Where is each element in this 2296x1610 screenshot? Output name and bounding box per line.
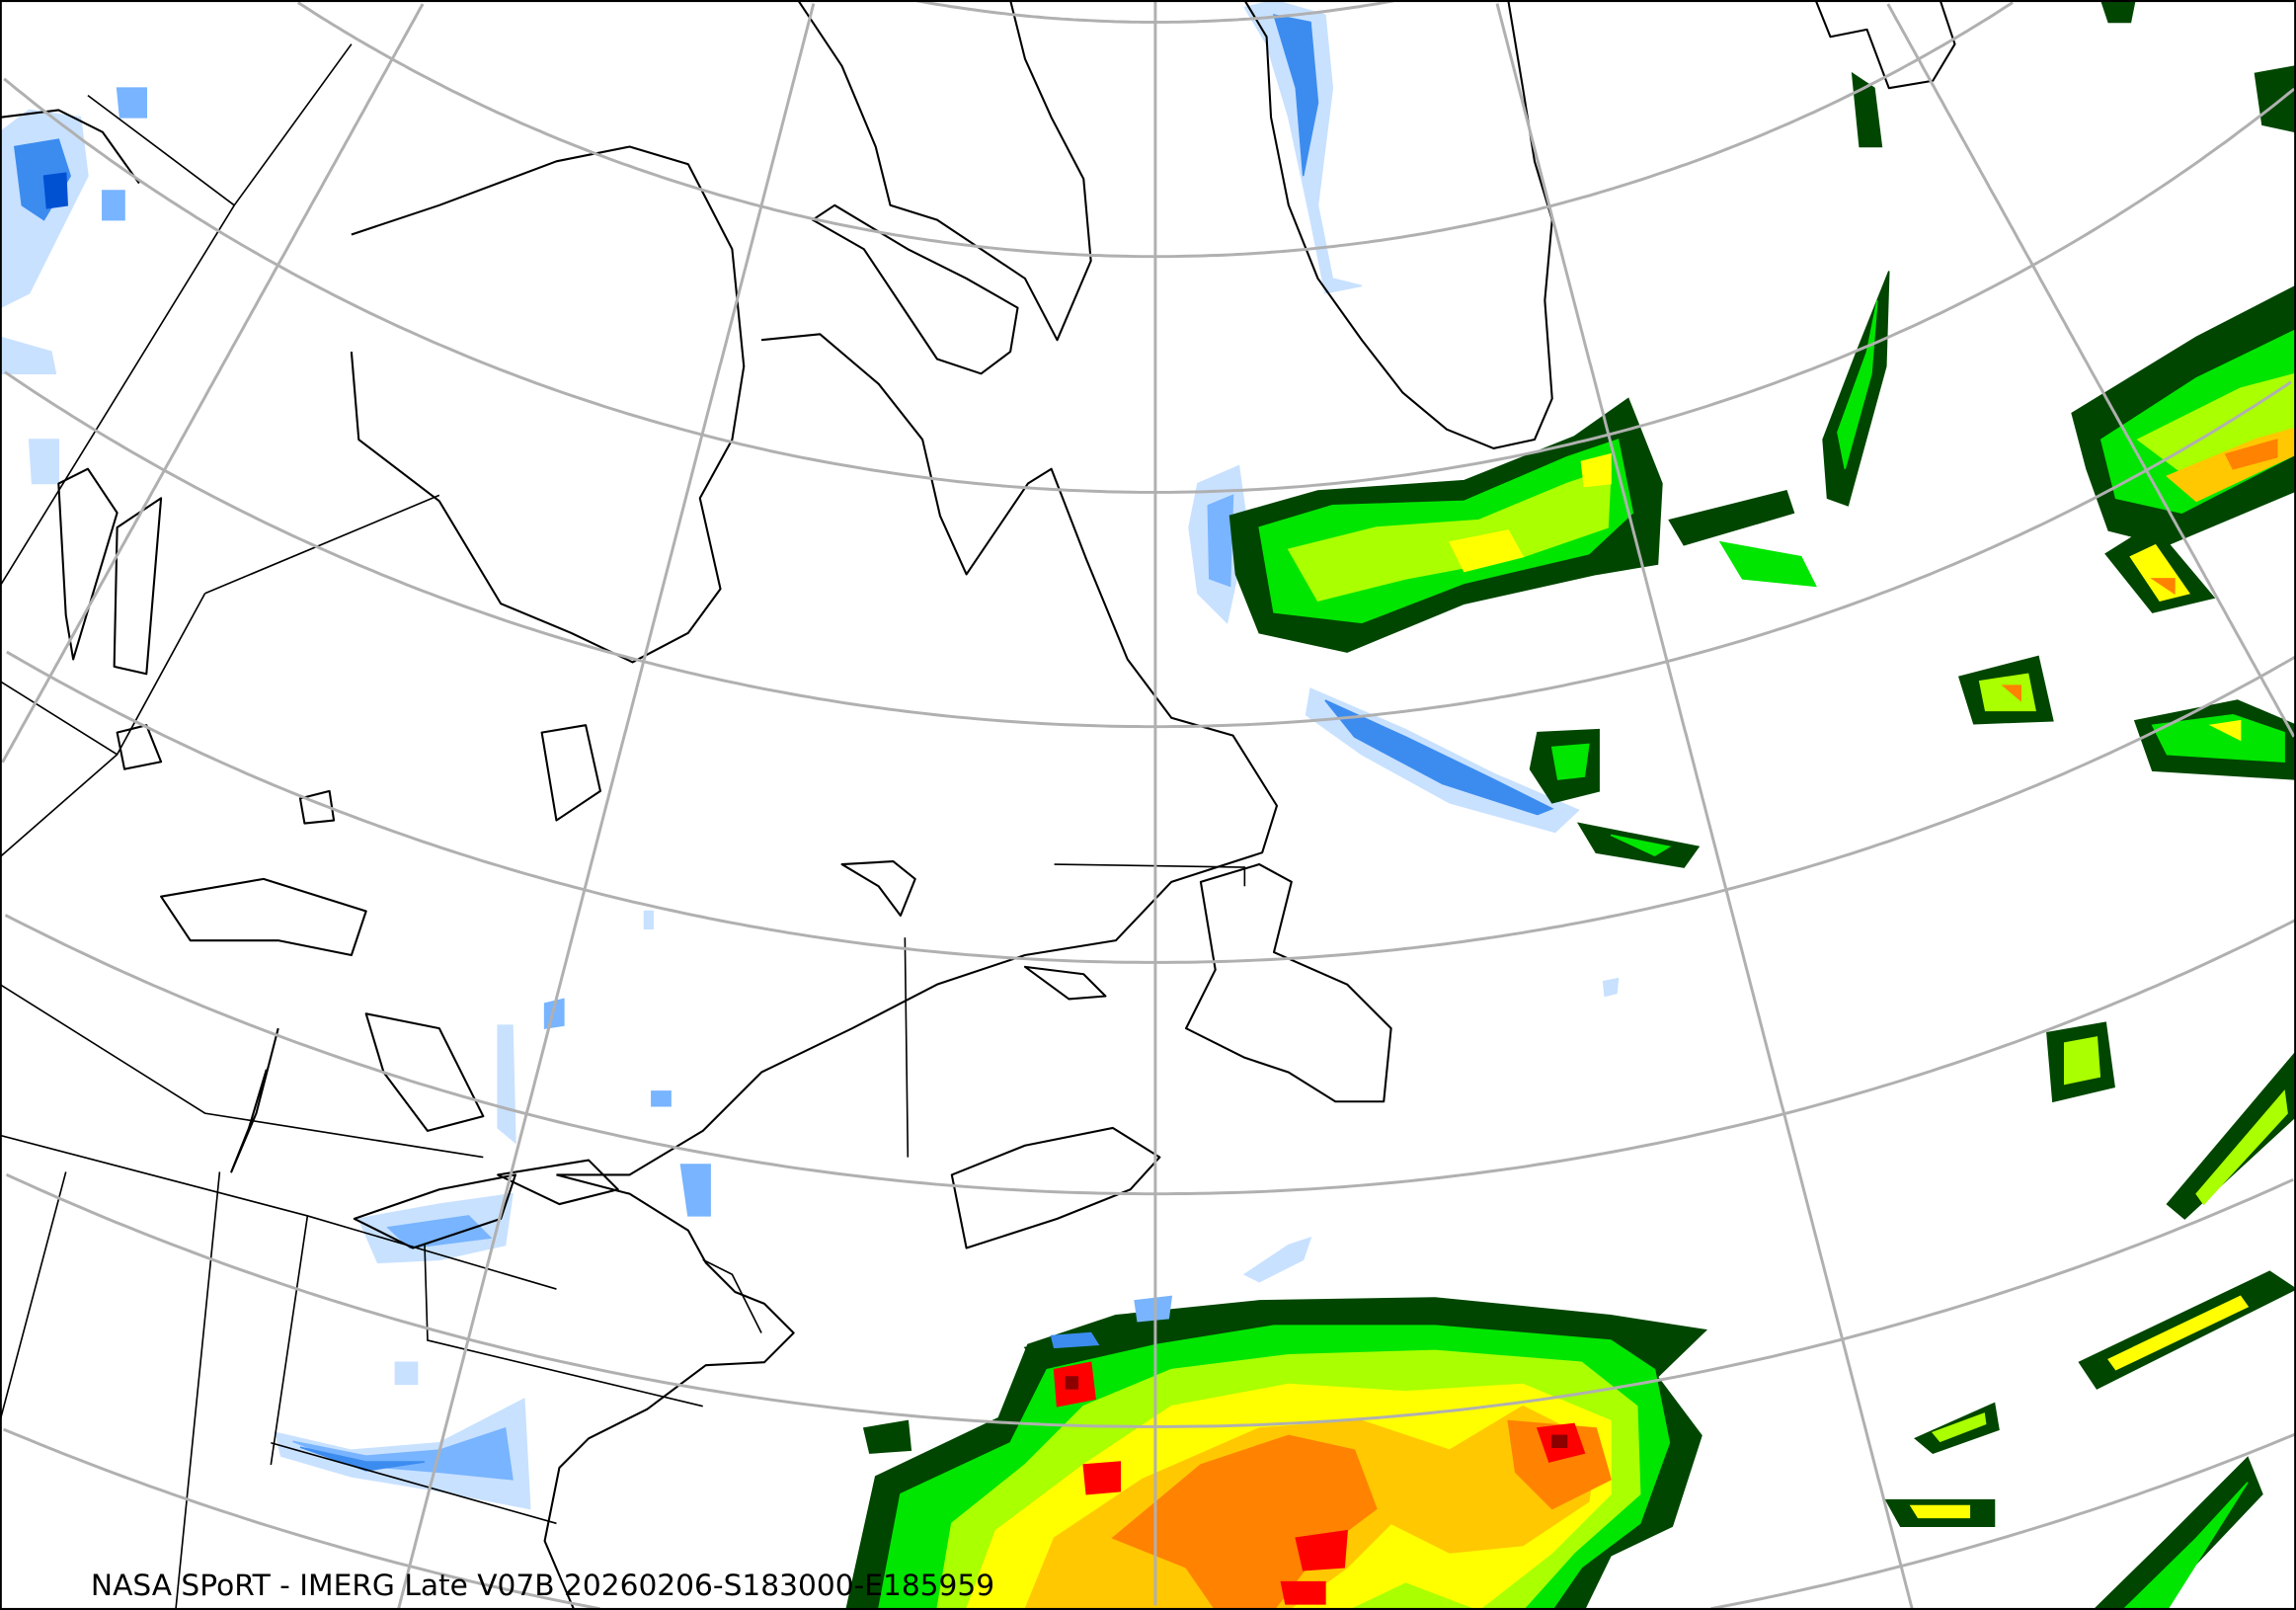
graticule-meridian — [397, 3, 816, 1610]
graticule-meridian — [1495, 3, 1914, 1610]
coastline — [1185, 863, 1392, 1103]
graticule-parallel — [1710, 1432, 2296, 1610]
graticule-parallel — [4, 914, 2296, 1196]
precip-cell — [1932, 1412, 1987, 1443]
coastline — [116, 724, 163, 770]
precip-cell — [42, 172, 68, 209]
coastline — [811, 203, 1019, 375]
precip-cell — [1551, 1434, 1568, 1448]
precip-cell — [394, 1361, 419, 1386]
precip-cell — [1718, 540, 1817, 588]
political-border — [204, 494, 440, 595]
precip-cell — [1295, 1529, 1348, 1571]
political-border — [424, 1245, 703, 1408]
coastline — [556, 333, 1279, 1176]
coastline — [160, 877, 367, 957]
precip-cell — [0, 336, 57, 375]
precip-cell — [1550, 743, 1590, 780]
coastline — [364, 1012, 485, 1132]
precip-cell — [2208, 719, 2242, 742]
precip-cell — [1272, 14, 1319, 177]
map-caption: NASA SPoRT - IMERG Late V07B 20260206-S1… — [91, 1568, 994, 1602]
graticule-parallel — [2, 1427, 600, 1610]
precip-cell — [1837, 300, 1878, 469]
coastline — [540, 724, 601, 822]
political-border — [0, 1171, 67, 1421]
graticule-parallel — [5, 1172, 2294, 1428]
precip-cell — [1602, 977, 1620, 998]
precip-cell — [1507, 1419, 1612, 1510]
political-border — [0, 1134, 557, 1290]
political-border — [702, 1258, 762, 1333]
coastline — [950, 1126, 1161, 1249]
precip-cell — [1207, 494, 1234, 588]
precip-cell — [2150, 578, 2176, 596]
precip-cell — [2063, 1036, 2101, 1086]
precip-cell — [651, 1090, 672, 1107]
precip-cell — [2195, 1089, 2288, 1206]
political-border — [271, 1441, 557, 1525]
precip-cell — [1280, 1580, 1326, 1605]
precip-cell — [1668, 490, 1795, 546]
precip-cell — [28, 439, 60, 485]
precip-cell — [386, 1215, 493, 1249]
coastline — [0, 109, 140, 185]
precip-cell — [862, 1419, 912, 1454]
political-border — [904, 937, 910, 1158]
precip-cell — [2001, 684, 2021, 702]
political-border — [87, 94, 235, 206]
precip-cell — [2254, 65, 2296, 133]
precip-cell — [1050, 1331, 1100, 1349]
precip-cell — [1978, 673, 2036, 712]
graticule-parallel — [3, 77, 2296, 494]
precip-cell — [1909, 1504, 1971, 1519]
precip-cell — [2166, 1050, 2296, 1220]
precip-cell — [1580, 452, 1612, 488]
political-border — [0, 983, 484, 1159]
coastline-layer — [0, 0, 1956, 1610]
political-border — [0, 681, 119, 756]
graticule-meridian — [1886, 3, 2296, 738]
coastline — [1814, 0, 1956, 90]
graticule-parallel — [6, 650, 2296, 964]
precip-cell — [1448, 529, 1525, 573]
coastline — [840, 860, 916, 917]
political-border — [1054, 863, 1246, 887]
precip-cell — [1324, 699, 1554, 816]
political-border — [270, 1215, 309, 1466]
coastline — [113, 497, 163, 676]
precip-cell — [2224, 439, 2278, 470]
precip-cell — [116, 87, 148, 119]
political-border — [175, 1171, 221, 1610]
precip-cell — [643, 910, 655, 930]
precip-cell — [1134, 1295, 1173, 1323]
graticule-parallel — [4, 370, 2292, 729]
coastline — [1023, 965, 1107, 1001]
coastline — [350, 145, 746, 664]
graticule-meridian — [1, 3, 425, 764]
precip-cell — [679, 1164, 711, 1217]
precip-cell — [102, 190, 125, 221]
coastline — [57, 467, 119, 661]
precip-cell — [2107, 1295, 2250, 1371]
precip-cell — [1065, 1376, 1079, 1390]
precip-cell — [1610, 834, 1672, 856]
coastline — [497, 1159, 619, 1206]
coastline — [797, 0, 1092, 342]
precip-cell — [1082, 1461, 1122, 1495]
precip-cell — [2151, 714, 2285, 764]
coastline — [1243, 0, 1553, 449]
precip-cell — [497, 1024, 516, 1145]
coastline — [230, 1027, 279, 1173]
precip-cell — [1242, 1236, 1312, 1283]
precip-cell — [1287, 467, 1612, 603]
coastline — [298, 789, 336, 825]
coastline — [543, 1173, 795, 1610]
